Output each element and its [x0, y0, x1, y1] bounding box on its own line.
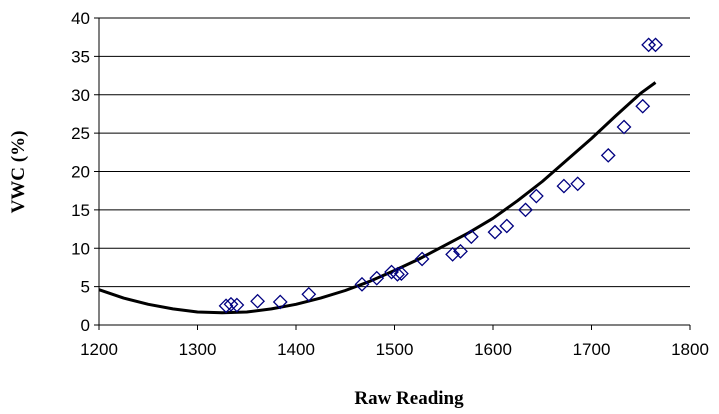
y-tick-label: 35: [71, 47, 90, 66]
data-point: [229, 297, 245, 313]
data-point: [635, 98, 651, 114]
data-point: [600, 147, 616, 163]
data-point: [453, 243, 468, 259]
data-point: [518, 202, 533, 218]
y-tick-label: 5: [81, 278, 90, 297]
y-tick-label: 10: [71, 239, 90, 258]
data-point: [414, 251, 430, 267]
y-tick-label: 20: [71, 163, 90, 182]
x-tick-label: 1200: [80, 340, 118, 359]
x-tick-label: 1500: [376, 340, 414, 359]
data-point: [641, 37, 657, 53]
data-point: [648, 37, 663, 53]
y-tick-label: 0: [81, 316, 90, 335]
data-point: [390, 266, 405, 282]
data-points: [218, 37, 663, 314]
x-tick-label: 1400: [277, 340, 315, 359]
y-axis-title: VWC (%): [8, 131, 29, 214]
data-point: [250, 293, 266, 309]
y-tick-label: 15: [71, 201, 90, 220]
y-tick-label: 25: [71, 124, 90, 143]
data-point: [528, 188, 544, 204]
gridlines: [99, 17, 690, 288]
data-point: [223, 296, 239, 312]
fit-curve-layer: [98, 81, 657, 315]
data-point: [218, 298, 234, 314]
data-point: [369, 270, 385, 286]
x-tick-label: 1300: [179, 340, 217, 359]
data-point: [301, 286, 317, 302]
data-point: [445, 246, 461, 262]
data-point: [354, 276, 370, 292]
data-point: [499, 218, 515, 234]
y-tick-label: 30: [71, 86, 90, 105]
x-tick-labels: 1200 1300 1400 1500 1600 1700 1800: [80, 340, 709, 359]
axes: [94, 17, 691, 330]
y-tick-labels: 0 5 10 15 20 25 30 35 40: [71, 9, 90, 335]
data-point: [272, 294, 288, 310]
data-point: [487, 224, 503, 240]
y-tick-label: 40: [71, 9, 90, 28]
x-tick-label: 1800: [671, 340, 709, 359]
x-axis-title: Raw Reading: [354, 388, 464, 409]
data-point: [393, 266, 409, 281]
data-point: [463, 229, 479, 245]
fit-curve: [98, 81, 657, 315]
data-point: [556, 178, 572, 194]
data-point: [570, 176, 586, 192]
x-tick-label: 1600: [474, 340, 512, 359]
data-point: [616, 119, 632, 135]
x-tick-label: 1700: [573, 340, 611, 359]
